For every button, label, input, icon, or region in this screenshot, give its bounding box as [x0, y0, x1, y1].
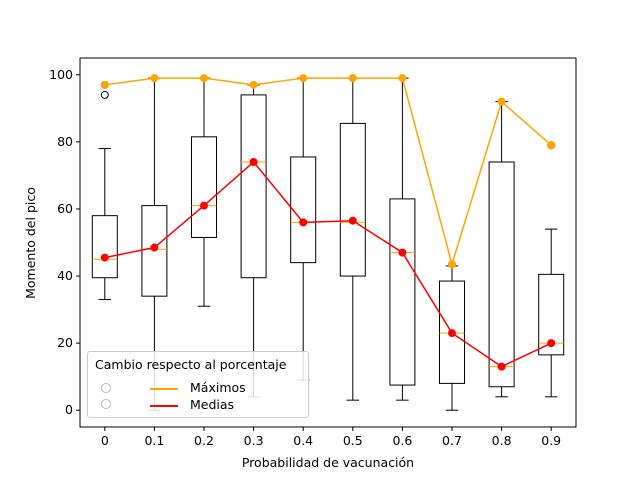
series-point	[547, 141, 556, 150]
box-iqr	[389, 198, 416, 386]
box-iqr	[488, 161, 515, 388]
legend-label-maximos: Máximos	[190, 380, 246, 395]
axes-layer: 0 20 40 60 80 100 0 0.1 0.2 0.3 0.4 0.5 0.6 0.7 0.8 0.9	[49, 57, 577, 448]
box-iqr	[290, 156, 317, 264]
y-tick-label: 100	[49, 67, 73, 82]
series-point	[150, 74, 159, 83]
box-iqr	[538, 273, 565, 356]
series-point	[150, 243, 159, 252]
series-point	[299, 218, 308, 227]
plot-frame	[79, 57, 577, 428]
box-iqr	[141, 205, 168, 297]
y-axis-label: Momento del pico	[23, 187, 38, 299]
legend-label-medias: Medias	[190, 397, 235, 412]
series-point	[398, 74, 407, 83]
series-point	[497, 362, 506, 371]
legend-line-medias	[150, 405, 178, 407]
box-iqr	[240, 94, 267, 279]
series-point	[348, 74, 357, 83]
legend-hollow-marker	[101, 399, 111, 409]
box-flier	[100, 90, 109, 99]
legend-entry-maximos: Máximos	[88, 380, 308, 400]
series-point	[249, 157, 258, 166]
x-tick-label: 0.6	[392, 433, 412, 448]
series-point	[100, 253, 109, 262]
series-lines-layer	[100, 74, 556, 371]
series-point	[200, 74, 208, 83]
x-tick-label: 0.8	[492, 433, 512, 448]
legend-title: Cambio respecto al porcentaje	[95, 357, 287, 372]
series-line	[104, 77, 552, 268]
series-point	[497, 97, 506, 106]
x-axis-label: Probabilidad de vacunación	[242, 455, 414, 470]
series-line	[104, 160, 552, 368]
x-tick-label: 0	[101, 433, 109, 448]
x-tick-label: 0.2	[194, 433, 214, 448]
box-iqr	[439, 280, 465, 384]
legend-hollow-marker	[101, 383, 111, 393]
series-point	[200, 201, 208, 210]
legend-entry-medias: Medias	[88, 397, 308, 419]
series-point	[547, 339, 556, 348]
x-tick-label: 0.4	[293, 433, 313, 448]
x-tick-label: 0.1	[144, 433, 164, 448]
y-tick-label: 40	[57, 268, 73, 283]
box-iqr	[91, 215, 118, 279]
x-tick-label: 0.5	[343, 433, 363, 448]
box-iqr	[339, 122, 366, 277]
series-point	[398, 248, 407, 257]
x-tick-label: 0.7	[442, 433, 462, 448]
series-point	[448, 260, 456, 269]
x-tick-label: 0.3	[244, 433, 264, 448]
y-tick-label: 60	[57, 201, 73, 216]
legend-line-maximos	[150, 388, 178, 390]
y-tick-label: 80	[57, 134, 73, 149]
series-point	[100, 80, 109, 89]
y-tick-label: 0	[65, 402, 73, 417]
series-point	[448, 329, 456, 338]
series-point	[348, 216, 357, 225]
y-tick-label: 20	[57, 335, 73, 350]
series-point	[249, 80, 258, 89]
legend: Cambio respecto al porcentaje Máximos Me…	[87, 351, 309, 418]
series-point	[299, 74, 308, 83]
x-tick-label: 0.9	[541, 433, 561, 448]
box-iqr	[191, 136, 217, 238]
